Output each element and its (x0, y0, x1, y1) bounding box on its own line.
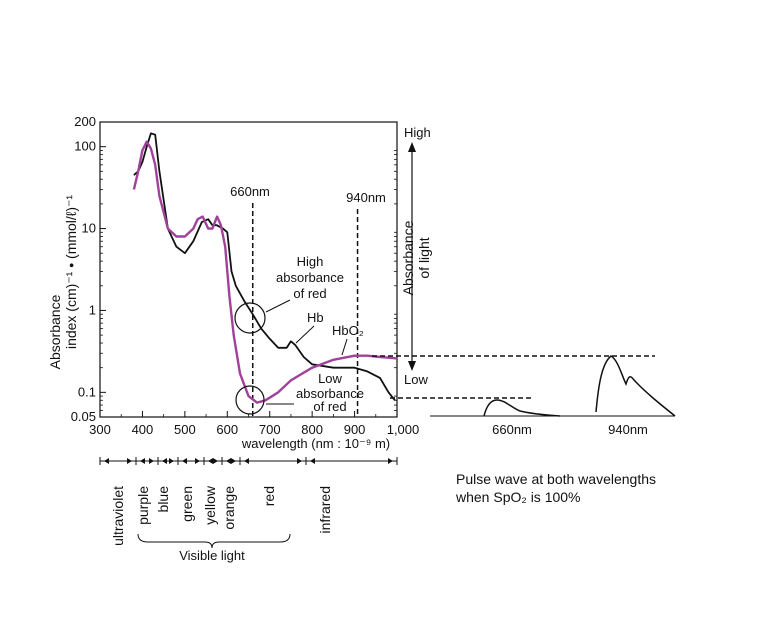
annotation-high-line1: High (297, 254, 324, 269)
x-tick-label: 900 (344, 422, 366, 437)
hbo2-pointer (341, 338, 348, 356)
x-tick-label: 400 (132, 422, 154, 437)
band-label-ultraviolet: ultraviolet (110, 486, 126, 546)
spectrum-arrow-right (231, 458, 236, 464)
right-axis-high: High (404, 125, 431, 140)
x-tick-label: 300 (89, 422, 111, 437)
annotation-high-line2: absorbance (276, 270, 344, 285)
spectrum-arrow-left (244, 458, 249, 464)
x-tick-label: 600 (216, 422, 238, 437)
spectrum-arrow-left (182, 458, 187, 464)
y-tick-label: 1 (89, 302, 96, 317)
low-absorbance-circle (235, 385, 265, 415)
right-axis-arrow-down (408, 361, 416, 371)
x-tick-label: 700 (259, 422, 281, 437)
x-tick-label: 800 (301, 422, 323, 437)
series-label-hb: Hb (307, 310, 324, 325)
ref-line-label-660: 660nm (230, 184, 270, 199)
hb-pointer (295, 325, 315, 344)
spectrum-arrow-left (208, 458, 213, 464)
spectrum-arrow-left (310, 458, 315, 464)
band-label-green: green (179, 486, 195, 522)
annotation-high-line3: of red (293, 286, 326, 301)
x-tick-label: 1,000 (387, 422, 420, 437)
spectrum-arrow-left (162, 458, 167, 464)
spectrum-arrow-right (149, 458, 154, 464)
plot-frame (99, 121, 398, 418)
band-label-infrared: infrared (317, 486, 333, 533)
series-label-hbo2: HbO₂ (332, 323, 364, 338)
right-axis-low: Low (404, 372, 428, 387)
y-tick-label: 0.1 (78, 384, 96, 399)
band-label-yellow: yellow (202, 485, 218, 525)
spectrum-arrow-left (226, 458, 231, 464)
pulse-label-940: 940nm (608, 422, 648, 437)
y-tick-label: 0.05 (71, 409, 96, 424)
right-axis-label-line1: Absorbance (400, 220, 416, 295)
spectrum-arrow-right (388, 458, 393, 464)
spectrum-arrow-right (213, 458, 218, 464)
spectrum-arrow-right (297, 458, 302, 464)
band-label-orange: orange (221, 486, 237, 530)
series-line-hb (133, 132, 396, 401)
annotation-low-line1: Low (318, 371, 342, 386)
spectrum-arrow-right (169, 458, 174, 464)
pulse-wave-660 (483, 399, 561, 417)
high-annotation-pointer (265, 299, 291, 313)
pulse-label-660: 660nm (492, 422, 532, 437)
band-label-purple: purple (135, 486, 151, 525)
pulse-wave-940 (595, 355, 676, 417)
ref-line-label-940: 940nm (346, 190, 386, 205)
spectrum-arrow-right (127, 458, 132, 464)
spectrum-arrow-left (140, 458, 145, 464)
y-axis-label-line1: Absorbance (47, 294, 63, 369)
series-line-hbo2 (132, 140, 398, 404)
spectrum-arrow-left (104, 458, 109, 464)
visible-light-label: Visible light (179, 548, 245, 563)
annotation-low-line2: absorbance (296, 386, 364, 401)
y-tick-label: 100 (74, 139, 96, 154)
pulse-caption-line1: Pulse wave at both wavelengths (456, 471, 656, 487)
y-axis-label-line2: index (cm)⁻¹ • (mmol/ℓ)⁻¹ (63, 195, 79, 349)
high-absorbance-circle (234, 302, 266, 334)
right-axis-label-line2: of light (416, 237, 432, 278)
spectrum-arrow-right (195, 458, 200, 464)
band-label-red: red (261, 486, 277, 506)
annotation-low-line3: of red (313, 399, 346, 414)
y-tick-label: 200 (74, 114, 96, 129)
y-tick-label: 10 (82, 221, 96, 236)
right-axis-arrow-up (408, 142, 416, 152)
x-tick-label: 500 (174, 422, 196, 437)
pulse-caption-line2: when SpO₂ is 100% (455, 489, 581, 505)
x-axis-label: wavelength (nm : 10⁻⁹ m) (241, 436, 390, 451)
visible-light-brace (137, 533, 291, 549)
band-label-blue: blue (155, 486, 171, 513)
